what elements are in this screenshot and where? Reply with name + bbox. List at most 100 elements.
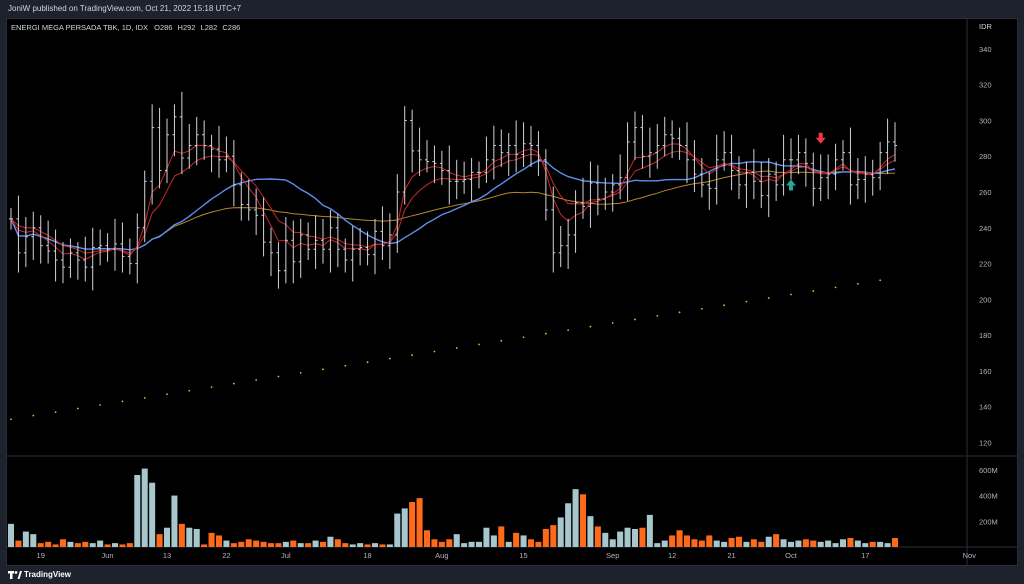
volume-bar [780,539,787,547]
volume-bar [847,538,854,547]
time-tick-label: 18 [363,551,371,560]
price-tick-label: 320 [979,81,992,90]
dotted-ma-point [723,304,726,307]
volume-bar [371,543,379,547]
volume-bar [334,539,341,547]
dotted-ma-point [10,418,12,421]
time-tick-label: 12 [668,551,676,560]
time-tick-label: 17 [861,551,869,560]
volume-bar [119,544,126,547]
volume-bar [74,543,81,547]
time-tick-label: Jul [281,551,291,560]
dotted-ma-point [745,300,748,303]
volume-tick-label: 200M [979,517,998,526]
time-tick-label: 13 [163,551,171,560]
volume-bar [624,527,631,547]
volume-bar [877,541,884,547]
volume-bar [156,534,163,547]
chart-canvas[interactable]: 340 320 300 280 260 240 220 200 180 160 140 120 600… [7,19,1017,565]
volume-bar [15,540,22,547]
volume-bar [89,543,96,547]
volume-bar [245,539,252,547]
volume-bar [342,543,349,547]
volume-bar [260,541,267,547]
time-axis[interactable]: 19 Jun 13 22 Jul 18 Aug 15 Sep 12 21 Oct 17 Nov [37,551,977,560]
volume-bar [587,516,594,547]
volume-bar [676,530,683,547]
dotted-ma-point [634,318,636,321]
volume-bar [394,513,401,547]
dotted-ma-point [856,282,859,285]
volume-bar [639,527,646,547]
volume-bar [579,494,587,547]
volume-bar [319,541,327,547]
tradingview-logo-icon [8,571,22,579]
dotted-ma-point [411,354,414,356]
volume-bar [253,540,260,547]
volume-bar [111,543,119,547]
volume-bar [609,539,616,547]
volume-bar [163,527,171,547]
volume-bar [683,535,691,547]
volume-bar [59,539,67,547]
time-tick-label: Sep [606,551,619,560]
volume-bar [594,526,601,547]
volume-bar [290,540,297,547]
time-tick-label: 19 [37,551,45,560]
dotted-ma-point [790,293,792,296]
volume-bar [349,544,356,547]
dotted-ma-point [522,336,525,339]
volume-bar [550,525,557,547]
volume-bar [825,540,832,547]
price-axis[interactable]: 340 320 300 280 260 240 220 200 180 160 140 120 [979,45,992,448]
price-tick-label: 200 [979,295,992,304]
price-tick-label: 180 [979,331,992,340]
volume-bar [706,535,713,547]
volume-bar [617,531,624,547]
dotted-ma-point [32,414,35,417]
volume-bar [409,502,416,547]
dotted-ma-point [188,389,191,392]
volume-bar [37,543,44,547]
dotted-ma-point [99,404,102,406]
volume-bar [423,530,431,547]
volume-bar [282,541,289,547]
volume-bar [267,543,275,547]
dotted-ma-point [210,386,213,389]
volume-bar [453,534,460,547]
dotted-ma-point [834,286,837,289]
volume-bar [527,539,535,547]
dotted-ma-point [678,311,681,314]
volume-bar [565,503,572,547]
volume-bar [97,540,104,547]
volume-bar [787,541,795,547]
volume-bar [728,538,735,547]
volume-bar [654,543,661,547]
chart-frame[interactable]: 340 320 300 280 260 240 220 200 180 160 140 120 600… [6,18,1018,566]
dotted-ma-point [344,364,347,367]
ema-ribbon-line-a [10,143,896,261]
volume-bar [126,543,133,547]
volume-bar [735,536,743,547]
volume-bar [208,532,215,547]
time-tick-label: 15 [519,551,527,560]
volume-bar [743,541,750,547]
volume-bar [817,541,824,547]
volume-bar [750,539,757,547]
price-tick-label: 120 [979,438,992,447]
price-tick-label: 220 [979,260,992,269]
time-tick-label: Oct [785,551,798,560]
volume-tick-label: 400M [979,492,998,501]
price-tick-label: 260 [979,188,992,197]
volume-bar [7,523,15,547]
dotted-ma-point [54,411,57,413]
volume-bar [364,544,371,547]
volume-bar [45,541,52,547]
dotted-ma-point [166,393,168,396]
volume-bar [52,544,59,547]
volume-tick-label: 600M [979,466,998,475]
dotted-ma-point [433,350,436,353]
time-tick-label: Nov [963,551,977,560]
volume-bar [401,508,408,547]
volume-bar [327,536,334,547]
